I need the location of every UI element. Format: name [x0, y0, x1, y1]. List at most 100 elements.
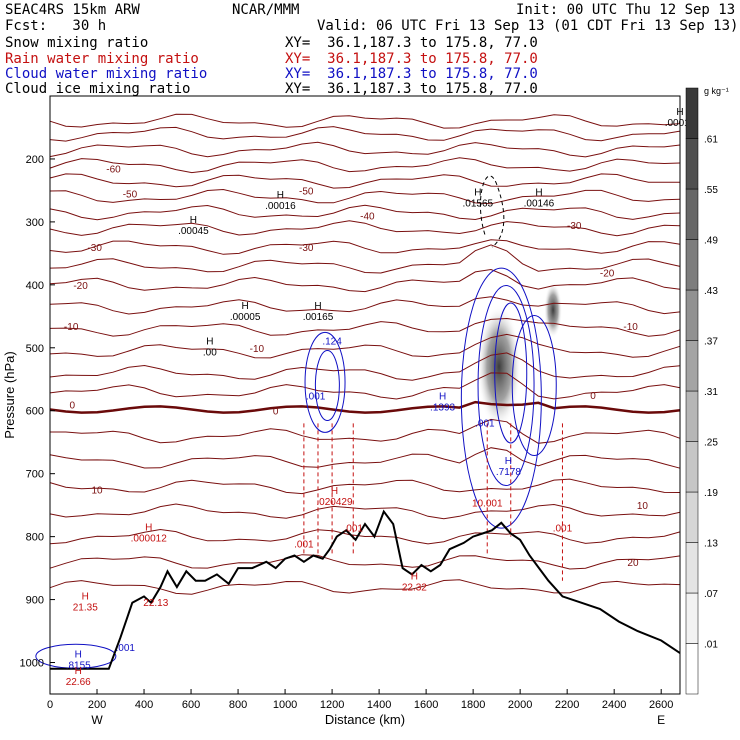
cloud-water-contour — [460, 267, 542, 529]
freezing-level-line — [49, 400, 681, 414]
extremum-label: 21.35 — [73, 603, 98, 614]
extremum-label: 22.32 — [402, 582, 427, 593]
field-cloudwater-xy: XY= 36.1,187.3 to 175.8, 77.0 — [285, 66, 538, 82]
colorbar-unit: g kg⁻¹ — [704, 86, 729, 96]
extremum-label: H — [314, 301, 321, 312]
colorbar-label: .31 — [704, 387, 718, 398]
colorbar-swatch — [685, 239, 699, 291]
isotherm-line — [49, 478, 681, 495]
isotherm-line — [49, 244, 681, 274]
isotherm-label: -40 — [360, 212, 375, 223]
colorbar-label: .61 — [704, 135, 718, 146]
colorbar-label: .19 — [704, 488, 718, 499]
cloud-water-contour — [304, 331, 346, 433]
isotherm-line — [49, 447, 681, 469]
extremum-label: H — [75, 666, 82, 677]
y-tick-label: 700 — [26, 469, 44, 481]
colorbar-swatch — [685, 87, 699, 139]
colorbar-label: .43 — [704, 286, 718, 297]
extremum-label: H — [241, 301, 248, 312]
center-label: NCAR/MMM — [232, 2, 300, 18]
cloud-water-contour — [477, 285, 535, 487]
extremum-label: H — [535, 187, 542, 198]
y-tick-label: 600 — [26, 406, 44, 418]
extremum-label: .00012 — [665, 118, 696, 129]
cloud-water-contour — [494, 302, 528, 444]
extremum-label: .00045 — [178, 226, 209, 237]
extremum-label: .020429 — [316, 497, 353, 508]
colorbar-swatch — [685, 390, 699, 442]
isotherm-line — [49, 173, 680, 189]
x-tick-label: 800 — [229, 699, 247, 711]
isotherm-line — [49, 220, 681, 237]
isotherm-line — [49, 372, 681, 400]
isotherm-line — [49, 157, 681, 174]
extremum-label: .001 — [475, 418, 495, 429]
isotherm-label: -60 — [106, 164, 121, 175]
x-tick-label: 1800 — [461, 699, 485, 711]
extremum-label: H — [145, 522, 152, 533]
isotherm-label: -30 — [567, 221, 582, 232]
isotherm-label: 0 — [70, 400, 76, 411]
colorbar-label: .49 — [704, 236, 718, 247]
isotherm-line — [49, 239, 681, 255]
isotherm-label: -30 — [87, 243, 102, 254]
extremum-label: .01565 — [463, 198, 494, 209]
extremum-label: H — [190, 215, 197, 226]
isotherm-label: -20 — [73, 281, 88, 292]
plot-frame — [49, 95, 681, 695]
colorbar-label: .13 — [704, 539, 718, 550]
y-tick-label: 1000 — [20, 658, 44, 670]
isotherm-line — [49, 579, 681, 595]
colorbar-swatch — [685, 643, 699, 695]
field-cloudice-xy: XY= 36.1,187.3 to 175.8, 77.0 — [285, 81, 538, 97]
y-axis-label: Pressure (hPa) — [2, 351, 17, 438]
isotherm-label: -10 — [623, 322, 638, 333]
extremum-label: H — [277, 190, 284, 201]
x-end-west: W — [91, 713, 103, 727]
x-tick-label: 1600 — [414, 699, 438, 711]
init-time: Init: 00 UTC Thu 12 Sep 13 — [516, 2, 736, 18]
isotherm-line — [49, 268, 681, 293]
isotherm-label: -50 — [123, 190, 138, 201]
extremum-label: .1393 — [430, 402, 455, 413]
extremum-label: .000012 — [131, 533, 168, 544]
y-tick-label: 900 — [26, 595, 44, 607]
colorbar-swatch — [685, 289, 699, 341]
extremum-label: .00146 — [524, 198, 555, 209]
x-tick-label: 400 — [135, 699, 153, 711]
colorbar-swatch — [685, 592, 699, 644]
isotherm-label: -50 — [299, 186, 314, 197]
snow-shading — [544, 282, 563, 339]
forecast-hour: Fcst: 30 h — [5, 18, 107, 34]
isotherm-line — [50, 418, 681, 444]
cloud-water-contour — [511, 315, 557, 457]
extremum-label: H — [82, 592, 89, 603]
extremum-label: .001 — [294, 539, 314, 550]
x-tick-label: 600 — [182, 699, 200, 711]
isotherm-label: -10 — [250, 344, 265, 355]
isotherm-line — [49, 352, 681, 381]
extremum-label: .7178 — [496, 467, 521, 478]
x-tick-label: 0 — [47, 699, 53, 711]
y-tick-label: 400 — [26, 280, 44, 292]
snow-shading — [476, 304, 521, 429]
isotherm-label: 0 — [590, 391, 596, 402]
colorbar-label: .01 — [704, 640, 718, 651]
colorbar-swatch — [685, 138, 699, 190]
isotherm-line — [49, 317, 681, 337]
valid-time: Valid: 06 UTC Fri 13 Sep 13 (01 CDT Fri … — [317, 18, 739, 34]
x-tick-label: 200 — [88, 699, 106, 711]
extremum-label: .001 — [344, 524, 364, 535]
colorbar-swatch — [685, 491, 699, 543]
x-tick-label: 1200 — [320, 699, 344, 711]
y-tick-label: 500 — [26, 343, 44, 355]
extremum-label: H — [676, 107, 683, 118]
extremum-label: .001 — [306, 391, 326, 402]
extremum-label: H — [331, 486, 338, 497]
colorbar-swatch — [685, 188, 699, 240]
extremum-label: .00005 — [230, 312, 261, 323]
colorbar-swatch — [685, 340, 699, 392]
isotherm-label: -20 — [600, 268, 615, 279]
